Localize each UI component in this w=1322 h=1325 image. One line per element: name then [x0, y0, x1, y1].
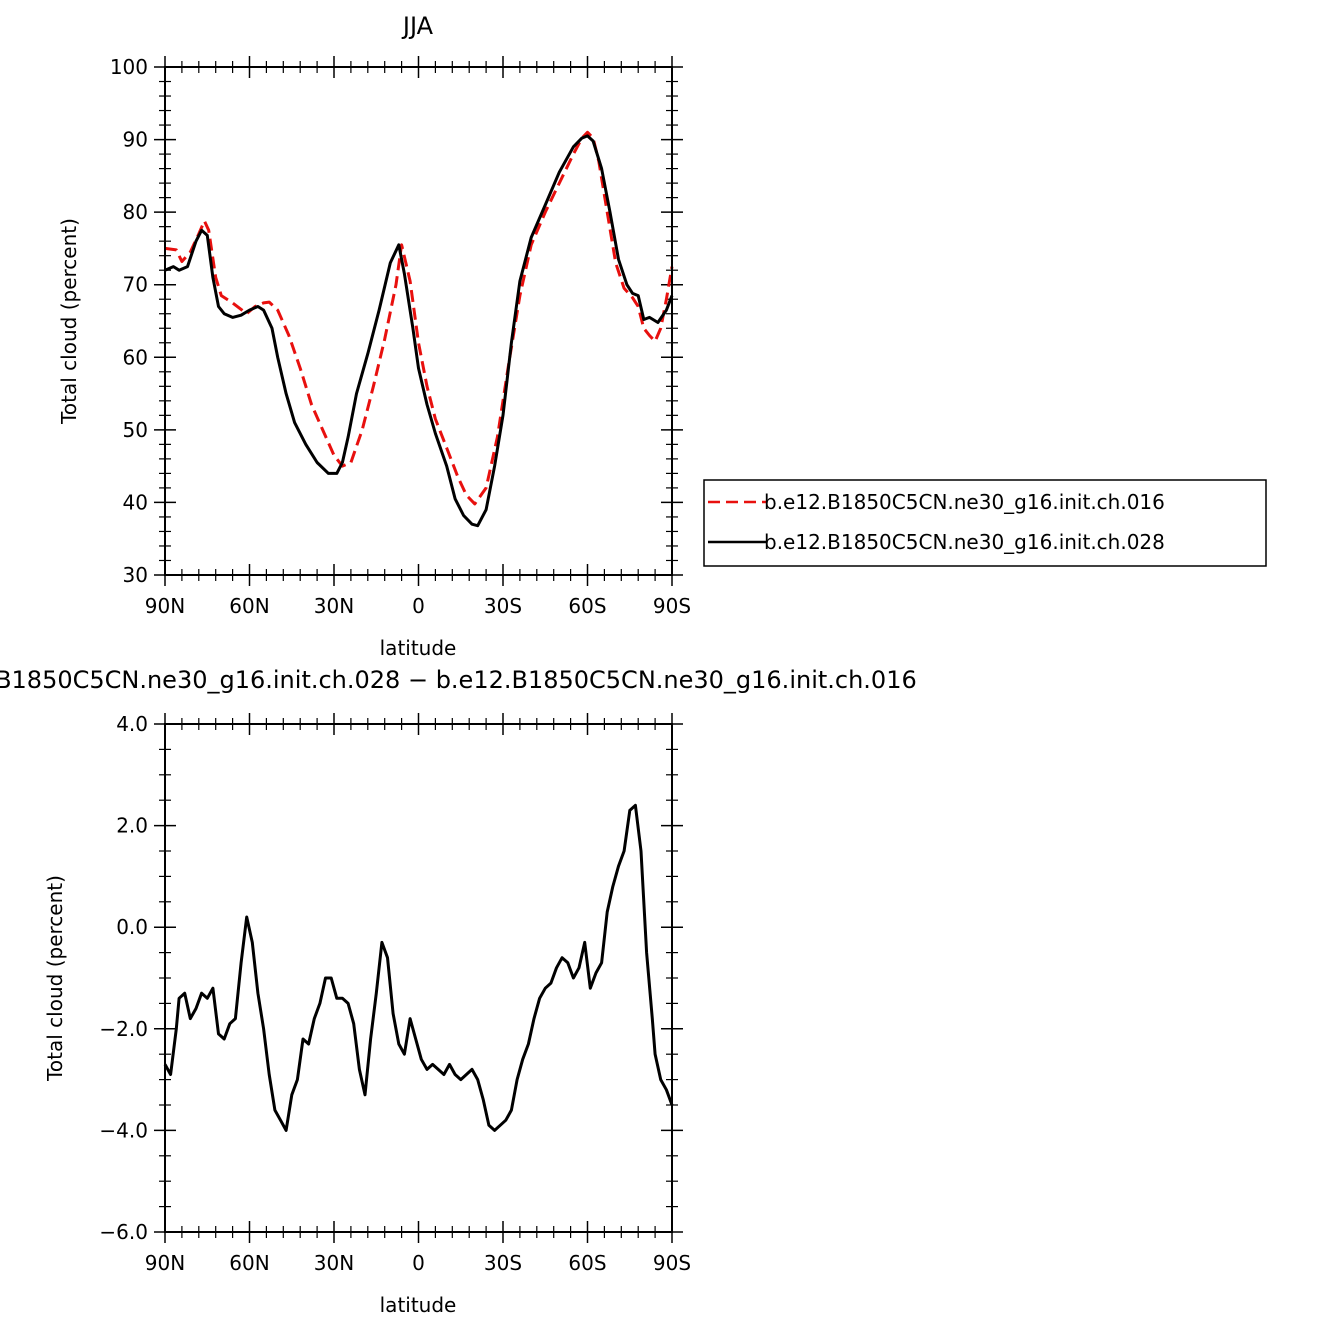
y-tick-label: 2.0 — [116, 814, 148, 838]
bottom-chart-title: b.e12.B1850C5CN.ne30_g16.init.ch.028 − b… — [0, 666, 917, 694]
x-tick-label: 90N — [145, 1251, 185, 1275]
y-tick-label: 90 — [123, 128, 148, 152]
y-tick-label: 40 — [123, 490, 148, 514]
y-tick-label: 60 — [123, 345, 148, 369]
top-series-lines — [164, 130, 674, 528]
y-tick-label: −2.0 — [99, 1017, 148, 1041]
top-plot-frame — [164, 66, 673, 576]
x-tick-label: 30S — [484, 1251, 522, 1275]
x-tick-label: 30S — [484, 594, 522, 618]
bottom-y-axis-label: Total cloud (percent) — [43, 875, 67, 1082]
bottom-plot-frame — [164, 723, 673, 1233]
y-tick-label: 80 — [123, 200, 148, 224]
legend-entry-028: b.e12.B1850C5CN.ne30_g16.init.ch.028 — [764, 530, 1165, 554]
x-tick-label: 0 — [412, 1251, 425, 1275]
x-tick-label: 90S — [653, 594, 691, 618]
x-tick-label: 0 — [412, 594, 425, 618]
bottom-series-lines — [163, 803, 674, 1132]
x-tick-label: 90N — [145, 594, 185, 618]
y-tick-label: 70 — [123, 273, 148, 297]
x-tick-label: 60S — [568, 594, 606, 618]
y-tick-label: 50 — [123, 418, 148, 442]
top-chart-title: JJA — [401, 12, 434, 40]
x-tick-label: 60N — [229, 1251, 269, 1275]
y-tick-label: −4.0 — [99, 1118, 148, 1142]
x-tick-label: 30N — [314, 594, 354, 618]
legend-entry-016: b.e12.B1850C5CN.ne30_g16.init.ch.016 — [764, 490, 1165, 514]
x-tick-label: 60N — [229, 594, 269, 618]
top-series-0-line — [164, 130, 674, 506]
bottom-series-0-line — [163, 803, 674, 1132]
x-tick-label: 60S — [568, 1251, 606, 1275]
bottom-x-axis-label: latitude — [380, 1293, 457, 1317]
y-tick-label: 0.0 — [116, 915, 148, 939]
top-panel: JJA latitude Total cloud (percent) 90N 60… — [57, 12, 691, 660]
y-tick-label: 100 — [110, 55, 148, 79]
x-tick-label: 90S — [653, 1251, 691, 1275]
legend: b.e12.B1850C5CN.ne30_g16.init.ch.016 b.e… — [703, 479, 1267, 567]
y-tick-label: −6.0 — [99, 1220, 148, 1244]
y-tick-label: 30 — [123, 563, 148, 587]
top-series-1-line — [164, 134, 674, 528]
x-tick-label: 30N — [314, 1251, 354, 1275]
bottom-panel: b.e12.B1850C5CN.ne30_g16.init.ch.028 − b… — [0, 666, 917, 1317]
top-y-axis-label: Total cloud (percent) — [57, 218, 81, 425]
bottom-axis-ticks: 90N 60N 30N 0 30S 60S 90S −6.0 −4.0 −2.0 0.0 2.0 4.0 — [99, 712, 691, 1275]
top-x-axis-label: latitude — [380, 636, 457, 660]
y-tick-label: 4.0 — [116, 712, 148, 736]
legend-box — [703, 479, 1267, 567]
top-axis-ticks: 90N 60N 30N 0 30S 60S 90S 30 40 50 60 70 80 90 100 — [110, 55, 691, 618]
